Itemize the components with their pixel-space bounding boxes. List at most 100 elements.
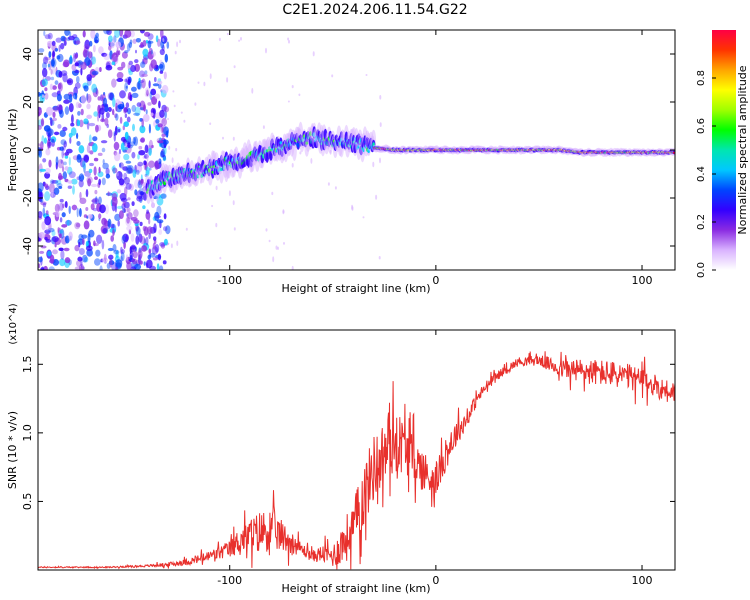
spectrogram-cell xyxy=(76,119,81,127)
spectrogram-cell xyxy=(139,221,143,227)
spectrogram-cell xyxy=(95,124,99,133)
spectrogram-cell xyxy=(142,205,146,210)
spectrogram-cell xyxy=(291,163,294,168)
spectrogram-cell xyxy=(72,92,78,100)
spectrogram-cell xyxy=(127,197,131,201)
spectrogram-cell xyxy=(54,47,58,52)
spectrogram-cell xyxy=(160,40,165,49)
spectrogram-cell xyxy=(139,236,146,245)
spectrogram-cell xyxy=(103,30,110,35)
spectrogram-cell xyxy=(75,40,81,45)
spectrogram-cell xyxy=(77,256,83,262)
colorbar-tick-label: 0.0 xyxy=(696,262,707,278)
spectrogram-cell xyxy=(176,41,179,48)
spectrogram-cell xyxy=(101,217,107,226)
spectrogram-cell xyxy=(116,205,124,210)
spectrogram-cell xyxy=(115,102,118,112)
spectrogram-cell xyxy=(95,249,101,257)
spectrogram-cell xyxy=(135,235,140,245)
spectrogram-cell xyxy=(48,60,52,71)
spectrogram-cell xyxy=(122,125,126,131)
spectrogram-cell xyxy=(52,111,56,118)
spectrogram-cell xyxy=(88,229,95,238)
spectrogram-cell xyxy=(117,66,124,71)
spectrogram-cell xyxy=(134,179,140,189)
spectrogram-cell xyxy=(173,104,176,108)
spectrogram-cell xyxy=(146,209,150,214)
spectrogram-cell xyxy=(159,265,164,270)
spectrogram-cell xyxy=(104,117,109,127)
spectrogram-cell xyxy=(76,260,82,267)
spectrogram-cell xyxy=(107,218,112,228)
spectrogram-cell xyxy=(123,172,128,181)
spectrogram-cell xyxy=(86,144,91,153)
spectrogram-cell xyxy=(124,50,129,54)
spectrogram-cell xyxy=(157,253,162,261)
spectrogram-cell xyxy=(100,140,108,144)
spectrogram-cell xyxy=(116,172,119,177)
spectrogram-cell xyxy=(159,193,166,199)
spectrogram-cell xyxy=(299,151,302,155)
spectrogram-cell xyxy=(88,122,96,127)
spectrogram-cell xyxy=(40,141,44,150)
spectrogram-cell xyxy=(197,81,200,84)
snr-xtick-label: -100 xyxy=(217,574,242,587)
spectrogram-cell xyxy=(108,45,112,51)
spectrogram-cell xyxy=(51,230,56,237)
spectrogram-cell xyxy=(68,231,73,241)
spectrogram-cell xyxy=(145,87,150,94)
spectrogram-cell xyxy=(80,61,87,70)
spectrogram-cell xyxy=(98,196,102,205)
spectrogram-cell xyxy=(62,166,65,173)
spectrogram-cell xyxy=(140,137,145,143)
spectrogram-cell xyxy=(93,166,97,176)
spectrogram-cell xyxy=(67,180,73,184)
spectrogram-cell xyxy=(52,249,58,255)
spectrogram-cell xyxy=(112,97,116,108)
spectrogram-cell xyxy=(127,78,131,86)
spectrogram-cell xyxy=(134,189,138,196)
spectrogram-cell xyxy=(105,167,110,176)
spectrogram-cell xyxy=(43,125,51,132)
spectrogram-cell xyxy=(117,103,125,110)
spectrogram-cell xyxy=(291,85,294,89)
spectrogram-cell xyxy=(122,201,126,206)
spectrogram-cell xyxy=(143,160,147,166)
spectrogram-cell xyxy=(48,159,52,168)
spectrogram-cell xyxy=(70,122,75,127)
spectrogram-cell xyxy=(124,113,128,118)
spectrogram-cell xyxy=(88,95,92,103)
spectrogram-cell xyxy=(63,161,67,166)
spectrogram-cell xyxy=(163,71,167,80)
spectrogram-cell xyxy=(87,214,93,219)
spectrogram-cell xyxy=(42,67,48,78)
spectrogram-cell xyxy=(45,210,49,216)
spectrogram-cell xyxy=(110,235,114,242)
spectrogram-cell xyxy=(51,92,59,98)
spectrogram-cell xyxy=(59,146,64,151)
spectrogram-cell xyxy=(50,136,57,143)
spectrogram-cell xyxy=(171,157,174,164)
spectrogram-cell xyxy=(115,259,123,268)
spectrogram-cell xyxy=(107,191,110,197)
spectrogram-cell xyxy=(128,41,133,49)
spectrogram-cell xyxy=(163,226,168,232)
spectrogram-cell xyxy=(72,34,78,39)
spectrogram-cell xyxy=(78,145,85,154)
spectrogram-cell xyxy=(62,73,68,83)
spectrogram-cell xyxy=(52,117,57,122)
spectrogram-cell xyxy=(76,141,81,146)
spectrogram-cell xyxy=(128,229,132,235)
spectrogram-cell xyxy=(44,183,49,189)
spectrogram-cell xyxy=(68,171,76,179)
spectrogram-cell xyxy=(44,137,47,144)
spectrogram-cell xyxy=(179,39,181,44)
spectrogram-cell xyxy=(146,152,149,162)
spectrogram-cell xyxy=(131,86,137,92)
spectrogram-cell xyxy=(91,83,97,93)
spectrogram-cell xyxy=(84,39,90,50)
spectrogram-cell xyxy=(125,102,130,109)
spectrogram-cell xyxy=(82,49,88,58)
spectrogram-cell xyxy=(93,111,99,117)
spectrogram-cell xyxy=(142,48,149,57)
